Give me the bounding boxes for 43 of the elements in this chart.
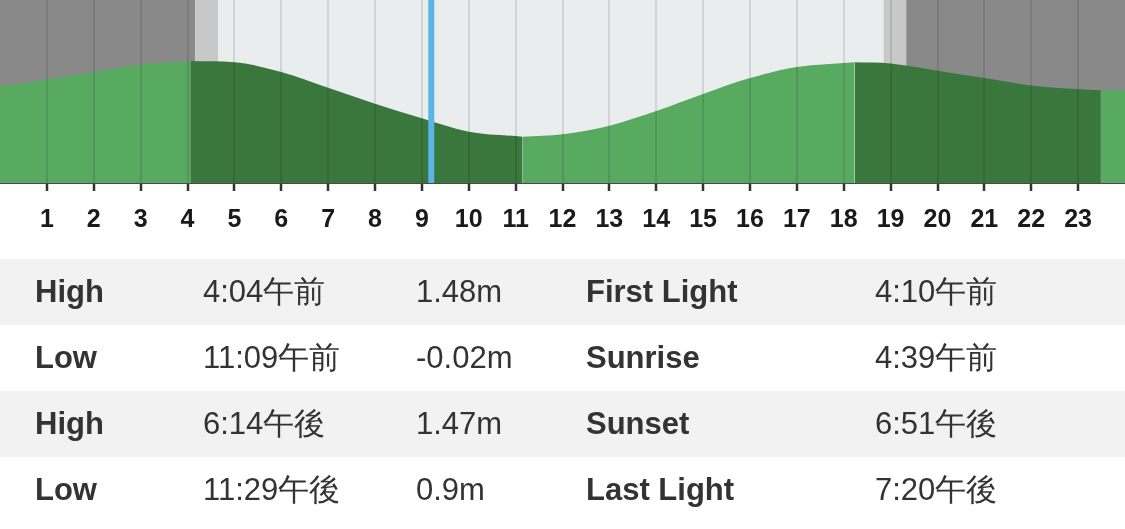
x-tick-label: 17 [782, 203, 811, 232]
x-tick-label: 10 [454, 203, 483, 232]
text: 1.48m [416, 273, 503, 311]
x-tick-label: 14 [642, 203, 671, 232]
text: 4:10午前 [875, 273, 998, 311]
text: 1.47m [416, 405, 503, 443]
text: Low [35, 339, 97, 377]
x-tick-label: 20 [923, 203, 952, 232]
x-tick-label: 18 [829, 203, 858, 232]
text: -0.02m [416, 339, 513, 377]
x-tick-label: 12 [548, 203, 577, 232]
x-tick-label: 8 [368, 203, 383, 232]
x-tick-label: 6 [274, 203, 289, 232]
text: Last Light [586, 471, 735, 509]
x-tick-label: 22 [1017, 203, 1046, 232]
text: First Light [586, 273, 738, 311]
x-tick-label: 21 [970, 203, 999, 232]
text: 4:39午前 [875, 339, 998, 377]
text: 11:09午前 [203, 339, 341, 377]
x-tick-label: 7 [321, 203, 336, 232]
text: 0.9m [416, 471, 485, 509]
x-tick-label: 16 [736, 203, 764, 232]
text: 4:04午前 [203, 273, 326, 311]
text: High [35, 405, 104, 443]
text: Sunrise [586, 339, 700, 377]
x-tick-label: 5 [227, 203, 242, 232]
text: High [35, 273, 104, 311]
x-tick-label: 4 [180, 203, 195, 232]
text: 6:51午後 [875, 405, 998, 443]
x-tick-label: 15 [689, 203, 718, 232]
x-tick-label: 3 [133, 203, 148, 232]
text: Low [35, 471, 97, 509]
x-tick-label: 1 [39, 203, 54, 232]
x-tick-label: 9 [414, 203, 429, 232]
text: Sunset [586, 405, 690, 443]
x-tick-label: 11 [502, 203, 529, 232]
text: 6:14午後 [203, 405, 326, 443]
text: 7:20午後 [875, 471, 998, 509]
text: 11:29午後 [203, 471, 341, 509]
x-tick-label: 19 [876, 203, 905, 232]
x-tick-label: 2 [86, 203, 101, 232]
x-tick-label: 23 [1064, 203, 1093, 232]
x-tick-label: 13 [595, 203, 624, 232]
